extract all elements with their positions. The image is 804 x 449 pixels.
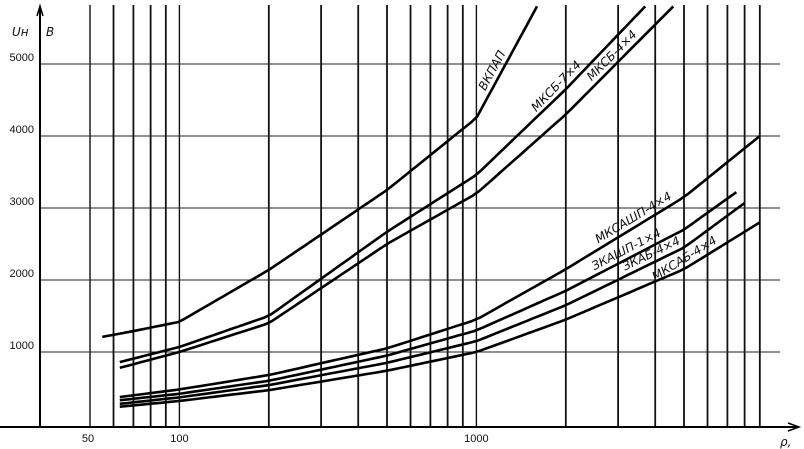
x-axis-label: ρ, bbox=[780, 435, 791, 449]
y-axis-label: Uн bbox=[12, 25, 29, 39]
y-tick-label: 2000 bbox=[10, 268, 34, 280]
series-line-2 bbox=[119, 5, 647, 364]
x-tick-label: 1000 bbox=[464, 433, 488, 445]
series-group bbox=[102, 5, 761, 408]
x-tick-label: 50 bbox=[82, 433, 94, 445]
series-line-7 bbox=[119, 221, 761, 408]
y-tick-label: 4000 bbox=[10, 124, 34, 136]
y-axis-unit: В bbox=[46, 25, 54, 39]
x-tick-label: 100 bbox=[170, 433, 188, 445]
series-line-1 bbox=[102, 5, 539, 339]
series-label: МКСБ-4×4 bbox=[584, 27, 640, 83]
series-line-5 bbox=[119, 191, 738, 402]
axes bbox=[0, 3, 802, 432]
y-tick-label: 3000 bbox=[10, 196, 34, 208]
series-line-4 bbox=[119, 134, 761, 399]
x-axis-arrow bbox=[787, 422, 802, 432]
series-line-3 bbox=[119, 5, 675, 370]
y-tick-label: 5000 bbox=[10, 52, 34, 64]
series-line-6 bbox=[119, 201, 746, 406]
y-tick-label: 1000 bbox=[10, 340, 34, 352]
y-axis-arrow bbox=[36, 3, 44, 17]
